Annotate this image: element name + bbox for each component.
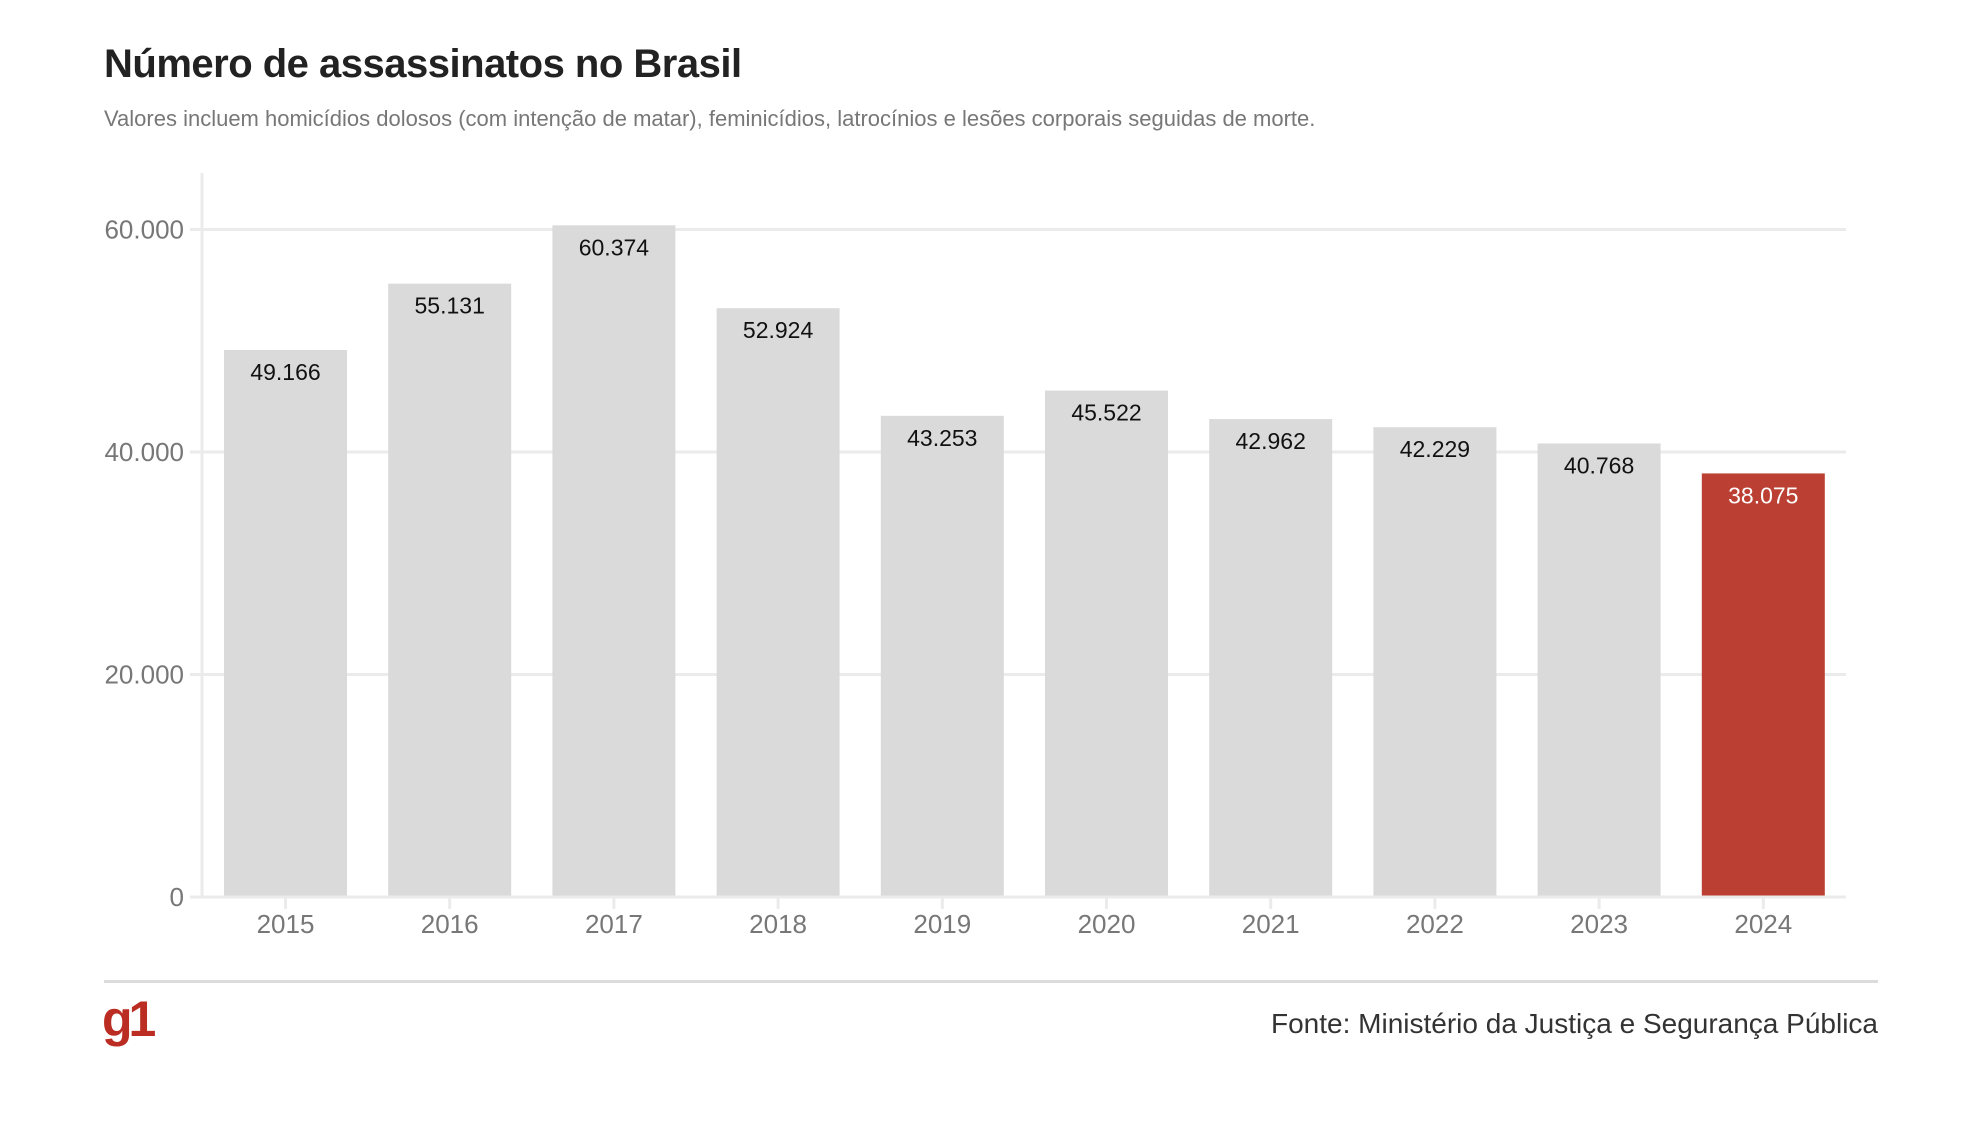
data-label: 45.522 (1071, 400, 1141, 426)
y-tick-label: 40.000 (104, 437, 184, 467)
y-tick-label: 60.000 (104, 215, 184, 245)
data-label: 40.768 (1564, 452, 1634, 478)
bar-2023 (1537, 443, 1661, 897)
data-label: 60.374 (579, 234, 650, 260)
bar-2017 (552, 225, 676, 898)
x-tick-label: 2017 (585, 909, 643, 939)
footer-divider (104, 980, 1878, 983)
x-tick-label: 2019 (913, 909, 971, 939)
bar-2016 (388, 283, 512, 898)
data-label: 42.229 (1400, 436, 1470, 462)
x-tick-label: 2022 (1406, 909, 1464, 939)
x-tick-label: 2018 (749, 909, 807, 939)
data-label: 43.253 (907, 425, 977, 451)
chart-title: Número de assassinatos no Brasil (104, 42, 742, 86)
bar-2024 (1701, 473, 1825, 897)
g1-logo: g1 (102, 991, 156, 1047)
bar-chart: 0 20.000 40.000 60.000 49.166 2015 55.131 2016 6… (104, 173, 1846, 939)
chart-subtitle: Valores incluem homicídios dolosos (com … (104, 106, 1316, 131)
x-tick-label: 2020 (1078, 909, 1136, 939)
data-label: 38.075 (1728, 482, 1798, 508)
y-tick-label: 0 (170, 882, 184, 912)
bar-2021 (1209, 419, 1333, 897)
bar-2020 (1045, 390, 1168, 897)
bar-2015 (224, 350, 347, 897)
data-label: 42.962 (1236, 428, 1306, 454)
y-tick-label: 20.000 (104, 660, 184, 690)
x-tick-label: 2023 (1570, 909, 1628, 939)
x-tick-label: 2024 (1734, 909, 1792, 939)
x-tick-label: 2016 (421, 909, 479, 939)
x-tick-label: 2021 (1242, 909, 1300, 939)
data-label: 55.131 (415, 293, 485, 319)
bar-2018 (716, 308, 840, 898)
bar-2019 (880, 415, 1004, 897)
data-label: 49.166 (250, 359, 320, 385)
source-note: Fonte: Ministério da Justiça e Segurança… (1271, 1008, 1878, 1039)
data-label: 52.924 (743, 317, 814, 343)
bar-2022 (1373, 427, 1497, 897)
x-tick-label: 2015 (257, 909, 315, 939)
